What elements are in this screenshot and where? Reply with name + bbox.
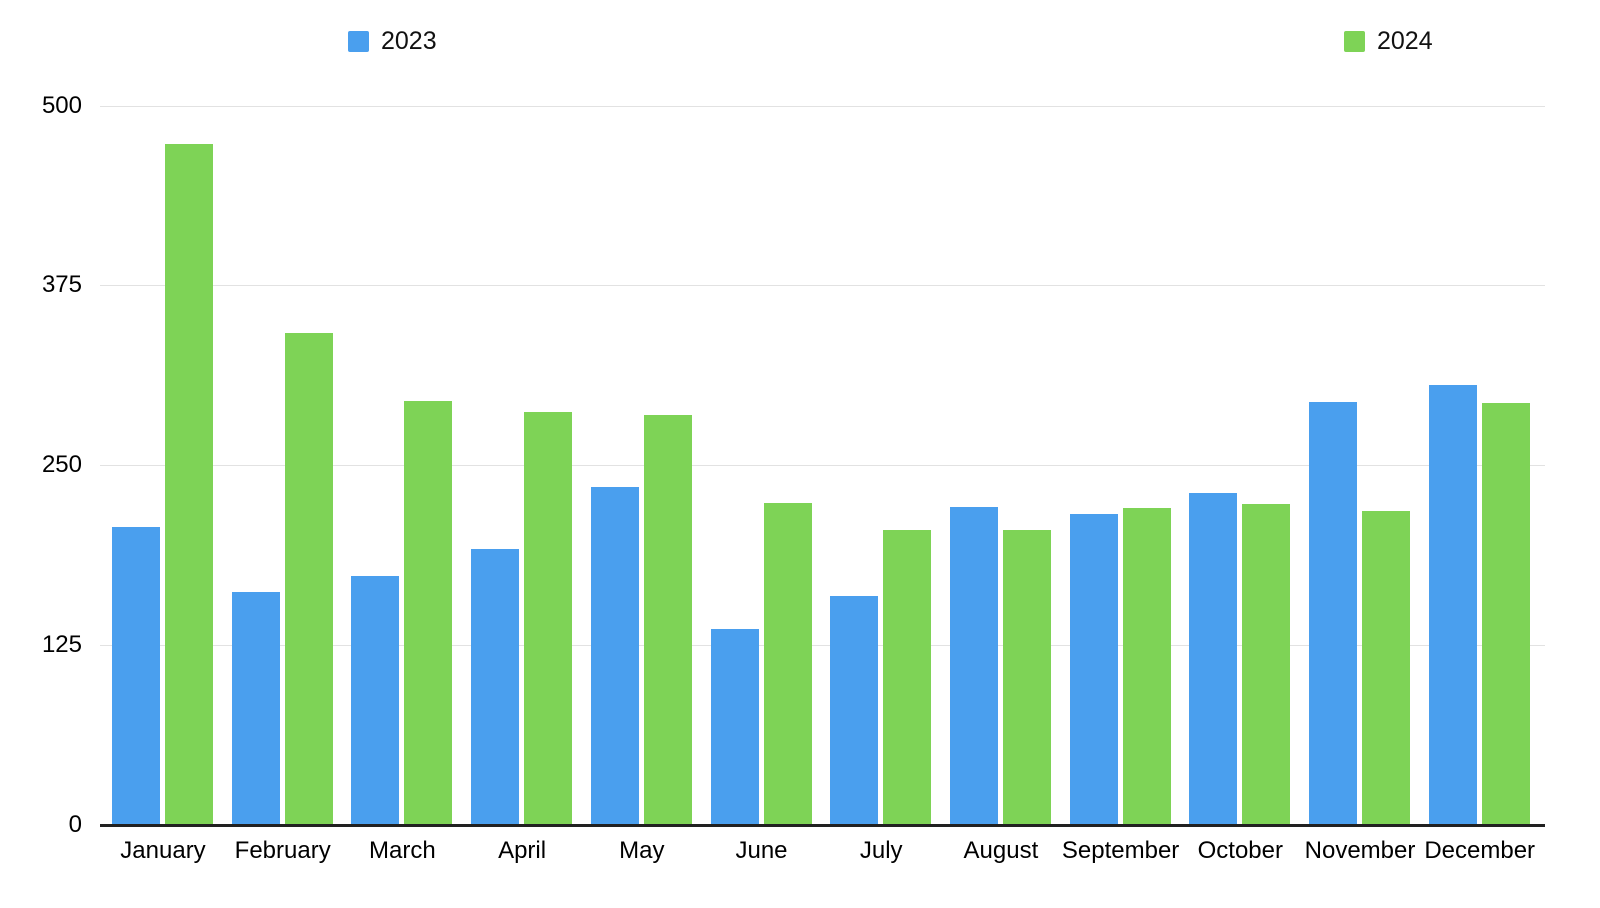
gridline-250 xyxy=(100,465,1545,467)
x-axis-label-june: June xyxy=(735,837,788,864)
x-axis-label-december: December xyxy=(1424,837,1536,864)
bar-2024-december xyxy=(1481,403,1530,825)
legend-item-2023: 2023 xyxy=(348,27,437,55)
bar-2023-june xyxy=(710,629,759,825)
gridline-125 xyxy=(100,645,1545,647)
bar-2024-may xyxy=(643,414,692,825)
legend-swatch-2023-icon xyxy=(348,30,369,52)
bar-2023-may xyxy=(590,486,639,825)
x-axis-line xyxy=(100,823,1545,827)
bar-2024-october xyxy=(1242,504,1291,825)
bar-2023-november xyxy=(1309,401,1357,825)
legend-label-2023: 2023 xyxy=(381,27,437,55)
x-axis-label-april: April xyxy=(498,837,547,864)
bar-2023-april xyxy=(471,548,520,825)
bar-2024-august xyxy=(1002,530,1051,825)
bar-2023-september xyxy=(1069,514,1118,825)
x-axis-label-may: May xyxy=(619,837,665,864)
y-axis-tick-375: 375 xyxy=(41,271,82,299)
gridline-375 xyxy=(100,285,1545,287)
bar-2024-april xyxy=(524,412,573,825)
bar-2024-september xyxy=(1122,508,1171,825)
x-axis-label-august: August xyxy=(963,837,1039,864)
bar-2023-february xyxy=(231,591,280,825)
legend-item-2024: 2024 xyxy=(1344,27,1433,55)
bar-2023-july xyxy=(830,596,879,825)
bar-2024-january xyxy=(165,144,213,825)
x-axis-label-march: March xyxy=(369,837,436,864)
bar-2024-march xyxy=(404,400,453,825)
x-axis-label-july: July xyxy=(859,837,903,864)
bar-2023-december xyxy=(1428,384,1477,825)
x-axis-label-september: September xyxy=(1061,837,1180,864)
x-axis-label-october: October xyxy=(1197,837,1283,864)
x-axis-label-november: November xyxy=(1304,837,1416,864)
bar-2024-february xyxy=(284,332,333,825)
legend-swatch-2024-icon xyxy=(1344,30,1365,52)
bar-2024-november xyxy=(1362,511,1410,825)
y-axis-tick-250: 250 xyxy=(41,451,82,479)
y-axis-tick-500: 500 xyxy=(41,91,82,119)
bar-2023-august xyxy=(949,507,998,825)
y-axis-tick-125: 125 xyxy=(41,631,82,659)
gridline-500 xyxy=(100,105,1545,107)
y-axis-tick-0: 0 xyxy=(68,811,82,838)
bar-2023-october xyxy=(1189,492,1238,825)
legend-label-2024: 2024 xyxy=(1377,27,1433,55)
bar-2023-march xyxy=(351,576,400,825)
x-axis-label-february: February xyxy=(234,837,331,864)
bar-2024-july xyxy=(883,530,932,825)
bar-2023-january xyxy=(112,527,160,825)
bar-2024-june xyxy=(763,502,812,825)
x-axis-label-january: January xyxy=(120,837,206,864)
